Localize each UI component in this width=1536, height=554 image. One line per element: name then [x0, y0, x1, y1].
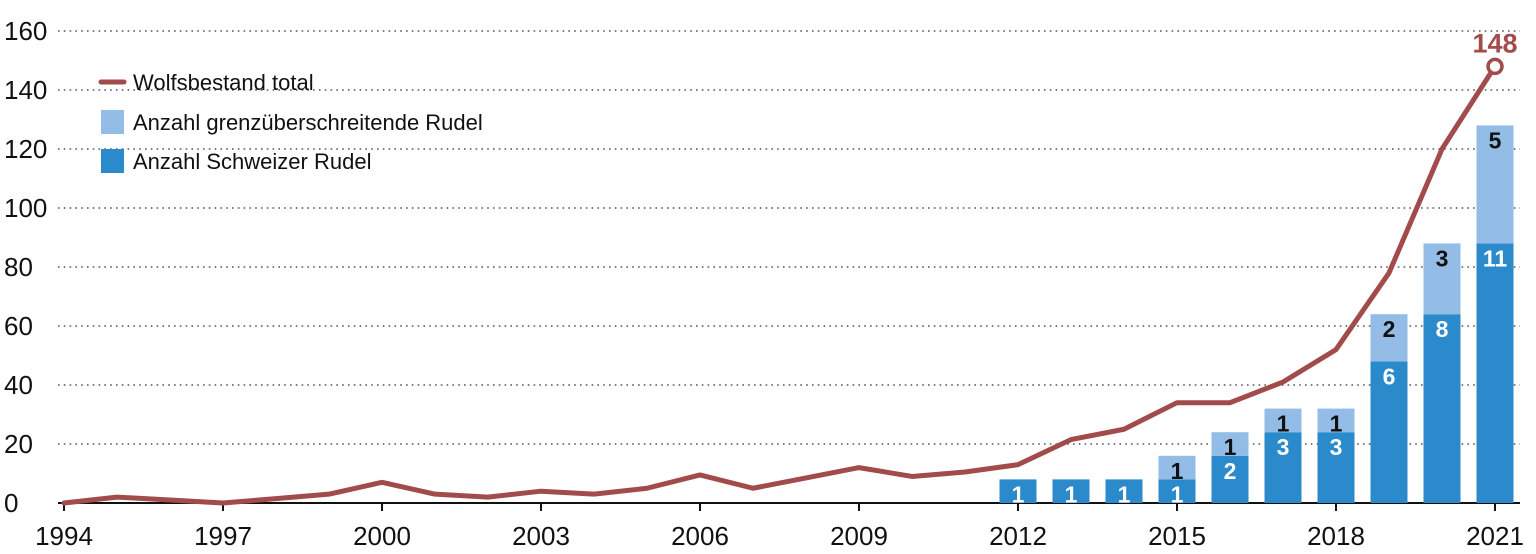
x-tick-label: 2015 [1148, 521, 1206, 551]
bar-swiss-packs [1370, 361, 1408, 503]
bar-cross-border-packs [1264, 408, 1302, 433]
bar-swiss-packs [1264, 432, 1302, 503]
line-wolf-population [61, 63, 1498, 506]
bar-swiss-packs [1476, 243, 1514, 503]
x-tick-label: 1997 [194, 521, 252, 551]
bar-swiss-packs [1158, 479, 1196, 503]
bar-label-cross-border: 1 [1171, 458, 1184, 484]
x-tick-label: 2009 [830, 521, 888, 551]
x-tick-label: 2006 [671, 521, 729, 551]
bar-cross-border-packs [1476, 125, 1514, 244]
y-tick-label: 100 [4, 193, 47, 223]
legend-label: Anzahl Schweizer Rudel [133, 149, 371, 174]
bar-label-swiss: 1 [1012, 481, 1025, 507]
bar-label-swiss: 2 [1224, 458, 1237, 484]
y-axis-tick-labels: 0 20 40 60 80 100 120 140 160 [4, 16, 47, 518]
bar-label-cross-border: 1 [1330, 411, 1343, 437]
bar-swiss-packs [999, 479, 1037, 503]
legend-label: Wolfsbestand total [133, 70, 314, 95]
bar-label-cross-border: 1 [1277, 411, 1290, 437]
bar-label-swiss: 3 [1277, 434, 1290, 460]
bar-label-cross-border: 1 [1224, 434, 1237, 460]
bar-cross-border-packs [1370, 314, 1408, 362]
bar-swiss-packs [1317, 432, 1355, 503]
y-tick-label: 0 [4, 488, 18, 518]
x-tick-label: 1994 [35, 521, 93, 551]
bar-label-cross-border: 3 [1436, 245, 1449, 271]
x-axis-tick-labels: 1994 1997 2000 2003 2006 2009 2012 2015 2018 2021 [35, 503, 1524, 551]
bar-label-swiss: 1 [1065, 481, 1078, 507]
bar-swiss-packs [1423, 314, 1461, 503]
bar-label-swiss: 3 [1330, 434, 1343, 460]
bar-cross-border-packs [1211, 432, 1249, 456]
y-tick-label: 20 [4, 429, 33, 459]
bar-swiss-packs [1105, 479, 1143, 503]
x-tick-label: 2012 [989, 521, 1047, 551]
y-tick-label: 160 [4, 16, 47, 46]
bar-label-cross-border: 2 [1383, 316, 1396, 342]
legend-swatch-foreign [101, 110, 124, 134]
y-tick-label: 40 [4, 370, 33, 400]
bar-cross-border-packs [1158, 455, 1196, 480]
bar-label-swiss: 6 [1383, 363, 1396, 389]
bar-label-swiss: 11 [1483, 245, 1508, 271]
bar-label-swiss: 8 [1436, 316, 1449, 342]
bar-label-swiss: 1 [1118, 481, 1131, 507]
bar-swiss-packs [1052, 479, 1090, 503]
y-tick-label: 140 [4, 75, 47, 105]
y-tick-label: 80 [4, 252, 33, 282]
line-end-marker [1486, 57, 1504, 76]
x-tick-label: 2018 [1307, 521, 1365, 551]
legend-swatch-swiss [101, 149, 124, 173]
bar-label-swiss: 1 [1171, 481, 1184, 507]
legend-label: Anzahl grenzüberschreitende Rudel [133, 110, 483, 135]
y-tick-label: 120 [4, 134, 47, 164]
x-tick-label: 2000 [353, 521, 411, 551]
bar-cross-border-packs [1317, 408, 1355, 433]
line-series: 148 [61, 28, 1518, 506]
x-tick-label: 2003 [512, 521, 570, 551]
gridlines [58, 30, 1520, 504]
legend: Wolfsbestand total Anzahl grenzüberschrei… [98, 70, 483, 174]
x-tick-label: 2021 [1466, 521, 1524, 551]
bar-cross-border-packs [1423, 243, 1461, 315]
bar-label-cross-border: 5 [1489, 127, 1502, 153]
line-end-label: 148 [1472, 28, 1517, 58]
y-tick-label: 60 [4, 311, 33, 341]
bar-swiss-packs [1211, 455, 1249, 503]
